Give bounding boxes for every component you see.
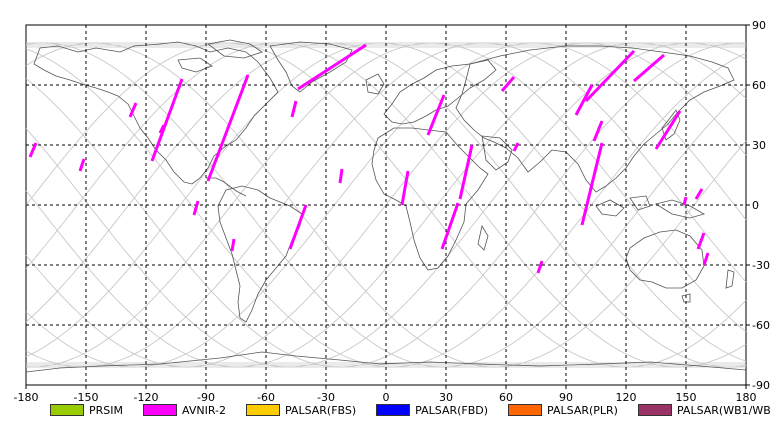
latitude-tick-label: 90 (752, 19, 766, 32)
latitude-tick-label: -60 (752, 319, 770, 332)
avnir2-scene-strip[interactable] (512, 142, 520, 152)
avnir2-scene-strip[interactable] (128, 102, 138, 118)
avnir2-scene-strip[interactable] (682, 196, 688, 206)
longitude-tick-label: 0 (383, 391, 390, 404)
legend-item-palsar-fbd[interactable]: PALSAR(FBD) (376, 404, 488, 417)
avnir2-scene-strip[interactable] (458, 144, 474, 200)
avnir2-scene-strip[interactable] (192, 200, 200, 216)
latitude-tick-label: 0 (752, 199, 759, 212)
avnir2-scene-strip[interactable] (206, 74, 250, 182)
longitude-tick-label: -120 (134, 391, 159, 404)
avnir2-scene-strip[interactable] (230, 238, 236, 252)
legend-item-palsar-fbs[interactable]: PALSAR(FBS) (245, 403, 357, 417)
legend-item-prsim[interactable]: PRSIM (50, 404, 123, 417)
legend-swatch-palsar-plr (508, 404, 543, 416)
graticule-grid (26, 25, 746, 385)
legend-label-palsar-fbs: PALSAR(FBS) (284, 403, 357, 417)
legend-label-palsar-fbd: PALSAR(FBD) (415, 403, 489, 417)
avnir2-scene-strip[interactable] (290, 100, 298, 118)
axis-tick-labels: -180 -150 -120 -90 -60 -30 0 30 60 90 120 150 180 90 6… (14, 19, 770, 404)
legend-item-palsar-plr[interactable]: PALSAR(PLR) (508, 404, 618, 417)
legend-swatch-palsar-fbd (376, 404, 411, 416)
avnir2-scene-strip[interactable] (426, 94, 446, 136)
avnir2-scene-strip[interactable] (574, 84, 594, 116)
legend-swatch-avnir2 (143, 404, 177, 416)
avnir2-scene-strip[interactable] (654, 110, 682, 150)
orbit-track (25, 42, 747, 368)
latitude-tick-label: -30 (752, 259, 770, 272)
longitude-tick-label: 150 (676, 391, 697, 404)
avnir2-scene-strip[interactable] (78, 158, 86, 172)
sensor-legend: PRSIM AVNIR-2 PALSAR(FBS) PALSAR(FBD) PA… (50, 401, 770, 419)
longitude-tick-label: -30 (317, 391, 335, 404)
longitude-tick-label: 30 (439, 391, 453, 404)
latitude-tick-label: 60 (752, 79, 766, 92)
legend-item-avnir2[interactable]: AVNIR-2 (143, 404, 226, 417)
avnir2-scene-strip[interactable] (696, 232, 706, 250)
longitude-tick-label: 90 (559, 391, 573, 404)
legend-label-avnir2: AVNIR-2 (182, 403, 226, 417)
legend-swatch-prsim (50, 404, 84, 416)
legend-swatch-palsar-fbs (245, 404, 280, 416)
avnir2-scene-strip[interactable] (536, 260, 544, 274)
legend-label-palsar-plr: PALSAR(PLR) (547, 403, 618, 417)
longitude-tick-label: -150 (74, 391, 99, 404)
avnir2-scene-strip[interactable] (694, 188, 704, 200)
avnir2-scene-strip[interactable] (400, 170, 410, 206)
legend-swatch-palsar-wb (637, 404, 672, 416)
legend-label-prsim: PRSIM (89, 403, 123, 417)
avnir2-scene-strip[interactable] (297, 43, 367, 91)
avnir2-scene-strip[interactable] (584, 49, 636, 103)
avnir2-scene-strip[interactable] (338, 168, 344, 184)
longitude-tick-label: 120 (616, 391, 637, 404)
avnir2-scene-strip[interactable] (592, 120, 604, 142)
avnir2-scene-strip[interactable] (288, 204, 308, 250)
avnir2-scene-strip[interactable] (633, 53, 665, 83)
avnir2-scene-strip[interactable] (440, 202, 460, 250)
avnir2-scene-strip[interactable] (28, 142, 38, 158)
legend-item-palsar-wb[interactable]: PALSAR(WB1/WB2) (637, 403, 770, 417)
avnir2-scene-strip[interactable] (150, 78, 184, 162)
avnir2-scene-strip[interactable] (702, 252, 710, 266)
longitude-tick-label: -180 (14, 391, 39, 404)
longitude-tick-label: -90 (197, 391, 215, 404)
longitude-tick-label: -60 (257, 391, 275, 404)
latitude-tick-label: 30 (752, 139, 766, 152)
legend-label-palsar-wb: PALSAR(WB1/WB2) (676, 403, 770, 417)
longitude-tick-label: 60 (499, 391, 513, 404)
avnir2-scene-strip[interactable] (500, 76, 516, 92)
latitude-tick-label: -90 (752, 379, 770, 392)
avnir2-scene-strip[interactable] (580, 142, 604, 226)
avnir2-scene-strips (28, 43, 710, 274)
longitude-tick-label: 180 (736, 391, 757, 404)
